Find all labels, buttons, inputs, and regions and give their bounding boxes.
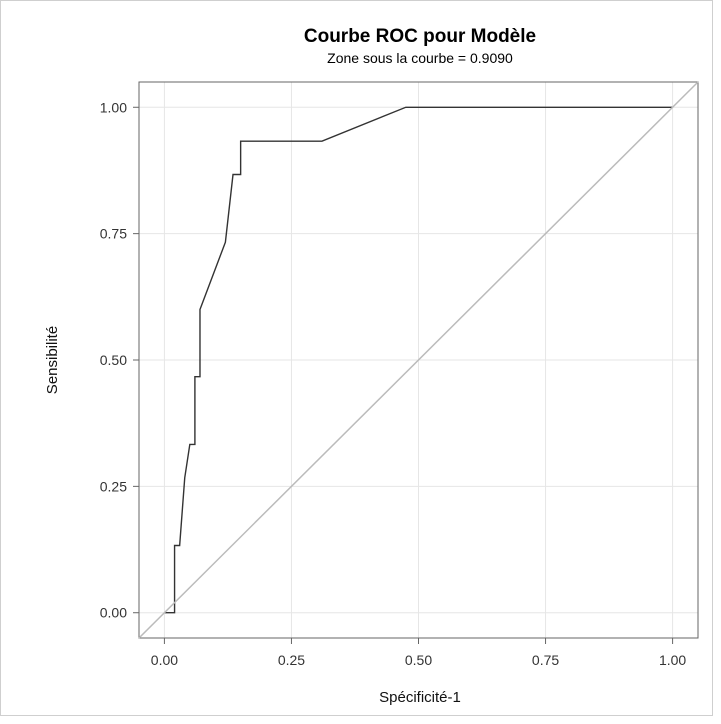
roc-curve-line [164,106,673,614]
y-tick-label: 1.00 [100,99,127,115]
chart-frame [0,0,713,716]
y-axis-label: Sensibilité [44,326,61,394]
y-tick-label: 0.00 [100,605,127,621]
series-layer [138,81,699,639]
chart-subtitle: Zone sous la courbe = 0.9090 [327,50,513,66]
y-tick-label: 0.75 [100,226,127,242]
x-axis-label: Spécificité-1 [379,689,461,706]
x-tick-label: 0.00 [151,652,178,668]
x-tick-label: 0.25 [278,652,305,668]
y-axis-ticks: 0.00 0.25 0.50 0.75 1.00 [100,99,139,621]
x-tick-label: 0.50 [405,652,432,668]
y-tick-label: 0.50 [100,352,127,368]
x-axis-ticks: 0.00 0.25 0.50 0.75 1.00 [151,638,686,668]
chart-title: Courbe ROC pour Modèle [304,26,536,47]
y-tick-label: 0.25 [100,478,127,494]
diagonal-reference-line [138,81,699,639]
x-tick-label: 1.00 [659,652,686,668]
x-tick-label: 0.75 [532,652,559,668]
